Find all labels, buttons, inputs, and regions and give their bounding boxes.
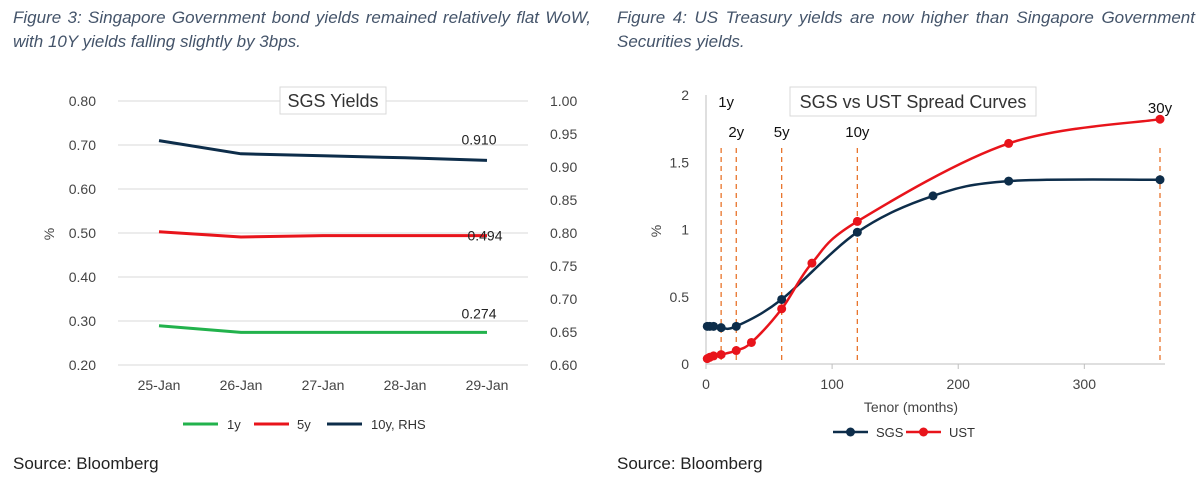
data-point-UST — [1004, 138, 1014, 148]
x-tick-label: 0 — [702, 376, 710, 392]
data-label: 0.494 — [467, 228, 502, 244]
chart-title: SGS vs UST Spread Curves — [800, 92, 1027, 112]
y-tick-label: 1.5 — [670, 154, 690, 170]
y2-tick-label: 0.95 — [550, 126, 577, 142]
data-point-UST — [709, 351, 719, 361]
y-tick-label: 1 — [681, 222, 689, 238]
legend-label: 10y, RHS — [371, 417, 426, 432]
y2-tick-label: 0.80 — [550, 225, 577, 241]
y-tick-label: 2 — [681, 87, 689, 103]
x-tick-label: 26-Jan — [220, 377, 263, 393]
tenor-marker-label: 1y — [718, 94, 734, 111]
data-point-UST — [1155, 114, 1165, 124]
legend-marker — [919, 427, 928, 437]
y-tick-label: 0.50 — [69, 225, 96, 241]
data-point-SGS — [777, 294, 787, 304]
spread-curves-chart: 2 1.5 1 0.5 00 100 200 300% Tenor (months) 1y 2y 5y… — [648, 86, 1173, 440]
left-figure-caption: Figure 3: Singapore Government bond yiel… — [13, 8, 591, 51]
data-point-UST — [716, 350, 726, 360]
chart-title: SGS Yields — [287, 91, 378, 111]
legend-marker — [846, 427, 855, 437]
legend-label: UST — [949, 425, 975, 440]
y-tick-label: 0.5 — [670, 289, 690, 305]
legend-label: SGS — [876, 425, 904, 440]
y-tick-label: 0.60 — [69, 181, 96, 197]
y2-tick-label: 0.85 — [550, 192, 577, 208]
x-tick-label: 200 — [947, 376, 971, 392]
series-line-5y — [158, 230, 487, 239]
data-point-SGS — [852, 227, 862, 237]
tenor-marker-label: 10y — [845, 124, 870, 141]
x-tick-label: 25-Jan — [138, 377, 181, 393]
y-tick-label: 0.30 — [69, 313, 96, 329]
x-tick-label: 28-Jan — [384, 377, 427, 393]
tenor-marker-label: 2y — [728, 124, 744, 141]
series-line-SGS — [707, 178, 1161, 331]
data-point-SGS — [709, 321, 719, 331]
tenor-marker-label: 30y — [1148, 100, 1173, 117]
data-point-SGS — [1155, 175, 1165, 185]
legend-label: 1y — [227, 417, 241, 432]
y-axis-label: % — [648, 225, 664, 237]
data-point-UST — [746, 337, 756, 347]
data-point-SGS — [716, 323, 726, 333]
right-source-note: Source: Bloomberg — [617, 454, 763, 473]
series-line-UST — [706, 117, 1161, 360]
y-axis-label: % — [41, 228, 57, 240]
data-point-UST — [777, 304, 787, 314]
y2-tick-label: 0.90 — [550, 159, 577, 175]
y2-tick-label: 1.00 — [550, 93, 577, 109]
y2-tick-label: 0.75 — [550, 258, 577, 274]
left-source-note: Source: Bloomberg — [13, 454, 159, 473]
data-label: 0.910 — [461, 131, 496, 147]
y2-tick-label: 0.70 — [550, 291, 577, 307]
x-tick-label: 100 — [820, 376, 844, 392]
data-point-SGS — [1004, 176, 1014, 186]
y2-tick-label: 0.60 — [550, 357, 577, 373]
y2-tick-label: 0.65 — [550, 324, 577, 340]
right-figure-caption: Figure 4: US Treasury yields are now hig… — [617, 8, 1195, 51]
x-tick-label: 29-Jan — [466, 377, 509, 393]
data-point-UST — [807, 258, 817, 268]
sgs-yields-chart: 0.80 0.70 0.60 0.50 0.40 0.30 0.20 1.00 0.95 0.90… — [41, 86, 577, 432]
data-point-UST — [852, 216, 862, 226]
y-tick-label: 0 — [681, 356, 689, 372]
y-tick-label: 0.70 — [69, 137, 96, 153]
y-tick-label: 0.20 — [69, 357, 96, 373]
data-label: 0.274 — [461, 305, 496, 321]
data-point-SGS — [731, 321, 741, 331]
data-point-SGS — [928, 191, 938, 201]
chart-title-box — [789, 86, 1037, 117]
tenor-marker-label: 5y — [774, 124, 790, 141]
x-tick-label: 300 — [1073, 376, 1097, 392]
x-tick-label: 27-Jan — [302, 377, 345, 393]
x-axis-label: Tenor (months) — [864, 399, 958, 415]
series-line-1y — [158, 324, 487, 334]
y-tick-label: 0.80 — [69, 93, 96, 109]
legend-label: 5y — [297, 417, 311, 432]
series-line-10y — [158, 139, 488, 162]
y-tick-label: 0.40 — [69, 269, 96, 285]
chart-title-box — [279, 86, 387, 115]
data-point-UST — [731, 346, 741, 356]
